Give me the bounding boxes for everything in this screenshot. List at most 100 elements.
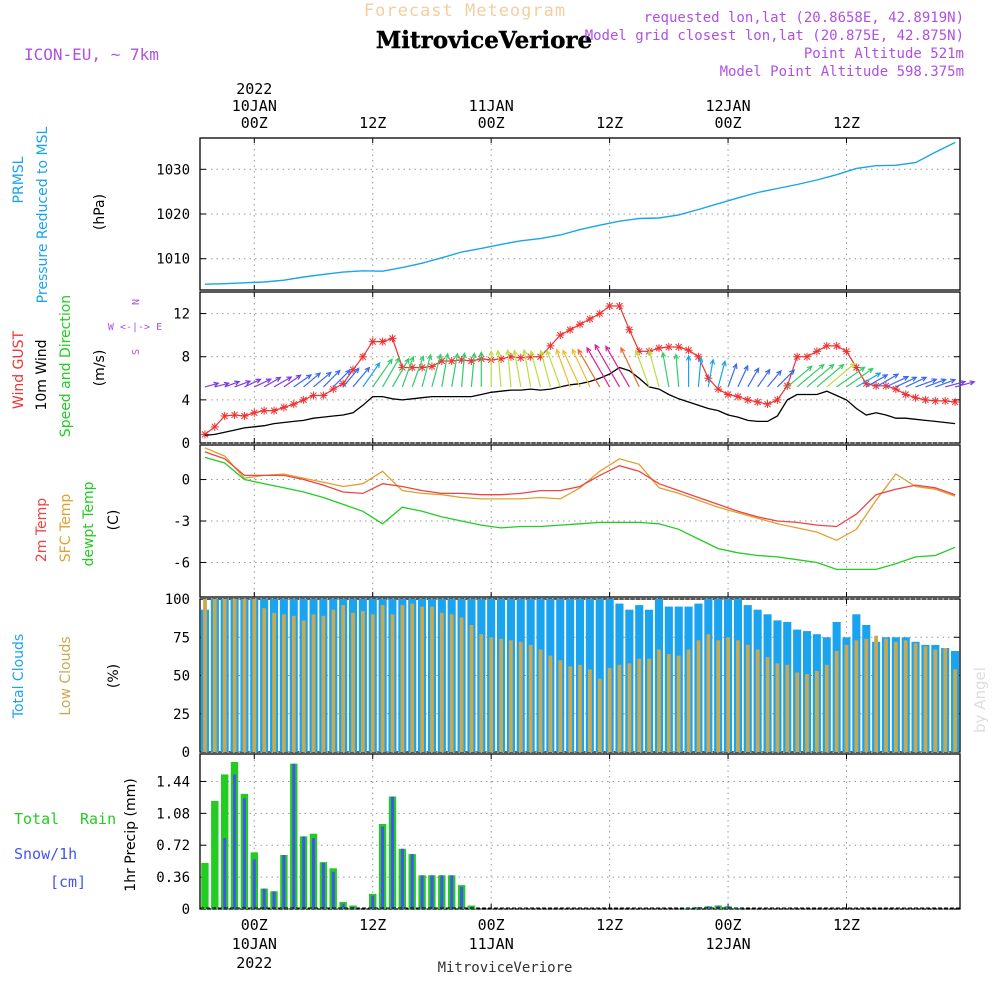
low-cloud-bar-28 [479,634,484,752]
ytick-label-temperature-2: 0 [182,473,190,489]
temp-sfc-line [204,447,956,542]
wind-line [204,366,956,437]
gust-marker-53 [724,390,733,399]
snow-bar-22 [420,875,424,909]
low-cloud-bar-50 [696,640,701,752]
wind-arrow-5 [254,378,273,388]
wind-arrow-15 [352,366,371,388]
snow-bar-2 [223,838,227,909]
gust-marker-38 [576,320,584,329]
gust-marker-63 [822,341,831,350]
low-cloud-bar-40 [597,678,602,752]
gust-marker-31 [506,352,515,361]
wind-arrow-58 [776,369,796,388]
wind-arrow-8 [283,374,302,388]
wind-arrow-51 [707,358,716,388]
low-cloud-bar-60 [795,672,800,752]
gust-marker-4 [240,412,249,421]
wind-arrow-7 [273,376,293,388]
gust-marker-10 [299,395,308,404]
gust-marker-35 [546,341,555,350]
wind-arrow-61 [806,363,835,388]
wind-arrow-29 [488,349,494,387]
low-cloud-bar-59 [785,664,790,752]
pressure-line [204,141,956,285]
gust-marker-46 [654,344,663,353]
gust-marker-75 [941,396,950,405]
snow-bar-54 [736,908,740,909]
wind-arrow-66 [856,372,882,388]
gust-marker-64 [832,341,841,350]
low-cloud-bar-66 [854,640,859,752]
gust-marker-24 [437,357,446,366]
wind-arrow-17 [372,358,393,388]
low-cloud-bar-49 [686,649,691,752]
wind-arrow-43 [605,345,630,388]
wind-arrow-39 [571,348,591,388]
wind-arrow-47 [660,351,670,388]
low-cloud-bar-36 [558,660,563,752]
snow-bar-10 [302,836,306,909]
wind-arrow-22 [421,353,433,388]
time-label-bottom-4-0: 00Z [715,916,742,934]
precip-label-total: Total [14,810,59,828]
cloud-label-low: Low Clouds [58,636,74,715]
time-label-top-3-0: 12Z [596,114,623,132]
ytick-label-wind-2: 8 [182,350,190,366]
gust-marker-7 [270,406,279,415]
gust-marker-44 [635,347,644,356]
gust-marker-32 [516,353,525,362]
wind-arrow-60 [796,363,825,388]
low-cloud-bar-38 [578,664,582,752]
wind-arrow-50 [697,356,704,387]
time-label-top-0-0: 2022 [236,80,272,98]
wind-label-10m: 10m Wind [34,339,50,410]
wind-arrow-30 [495,349,502,387]
gust-marker-33 [526,352,535,361]
wind-arrow-1 [214,381,231,388]
ytick-label-clouds-4: 100 [165,592,190,608]
wind-arrow-4 [244,378,262,388]
low-cloud-bar-0 [203,599,207,752]
low-cloud-bar-57 [765,657,770,752]
gust-marker-62 [812,347,821,356]
gust-marker-47 [664,343,673,352]
gust-marker-9 [289,400,298,409]
time-label-bottom-2-1: 11JAN [469,935,514,953]
low-cloud-bar-53 [726,637,730,753]
gust-marker-40 [595,309,604,318]
low-cloud-bar-24 [439,612,444,752]
ytick-label-wind-0: 0 [182,436,190,452]
ytick-label-temperature-1: -3 [173,514,190,530]
requested-lonlat: requested lon,lat (20.8658E, 42.8919N) [644,10,964,26]
wind-arrow-52 [717,359,727,388]
wind-arrow-70 [895,376,918,388]
low-cloud-bar-67 [864,638,869,752]
wind-arrow-14 [342,367,360,388]
snow-bar-24 [440,875,444,909]
gust-marker-36 [556,331,565,340]
gust-marker-5 [250,408,259,417]
time-label-bottom-3-0: 12Z [596,916,623,934]
snow-bar-14 [341,903,345,909]
time-label-top-4-1: 00Z [715,114,742,132]
model-point-altitude: Model Point Altitude 598.375m [720,64,964,80]
gust-marker-57 [763,400,772,409]
snow-bar-52 [716,905,720,909]
wind-arrow-45 [634,349,650,388]
wind-arrow-20 [401,355,415,388]
wind-arrow-0 [204,381,220,388]
gust-marker-18 [378,337,387,346]
low-cloud-bar-65 [844,644,849,752]
low-cloud-bar-62 [815,670,819,752]
snow-bar-12 [321,862,325,909]
low-cloud-bar-1 [212,599,217,752]
time-label-bottom-0-2: 2022 [236,954,272,972]
gust-marker-15 [348,365,357,374]
wind-arrow-33 [522,348,532,388]
snow-bar-21 [410,854,414,909]
ytick-label-precipitation-3: 1.08 [156,806,190,822]
gust-marker-34 [536,352,545,361]
low-cloud-bar-71 [903,640,908,752]
